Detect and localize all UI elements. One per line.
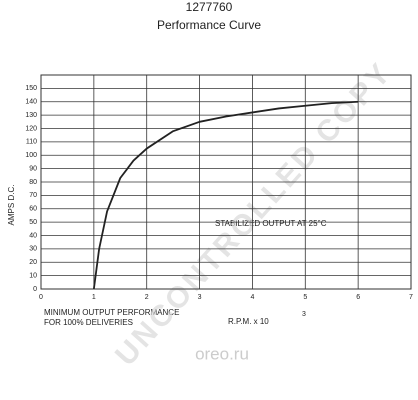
y-tick-label: 100: [25, 152, 37, 159]
y-tick-label: 140: [25, 99, 37, 106]
y-tick-label: 50: [29, 219, 37, 226]
x-tick-label: 6: [356, 294, 360, 301]
annotation: MINIMUM OUTPUT PERFORMANCE: [44, 308, 179, 317]
x-axis-label-exponent: 3: [302, 311, 306, 318]
annotation: STABILIZED OUTPUT AT 25°C: [215, 219, 327, 228]
y-tick-label: 110: [26, 139, 37, 146]
chart-title: 1277760: [186, 0, 233, 14]
y-tick-label: 150: [25, 85, 37, 92]
y-tick-label: 130: [25, 112, 37, 119]
y-tick-label: 80: [29, 179, 37, 186]
annotation: FOR 100% DELIVERIES: [44, 318, 133, 327]
x-tick-label: 7: [409, 294, 413, 301]
y-tick-label: 60: [29, 206, 37, 213]
logo: oreo.ru: [195, 344, 249, 363]
y-tick-label: 90: [29, 165, 37, 172]
y-tick-label: 40: [29, 232, 37, 239]
y-tick-label: 10: [29, 272, 37, 279]
x-tick-label: 1: [92, 294, 96, 301]
y-axis-label: AMPS D.C.: [7, 185, 16, 226]
y-tick-label: 70: [29, 192, 37, 199]
x-tick-label: 5: [303, 294, 307, 301]
x-tick-label: 3: [198, 294, 202, 301]
x-axis-label: R.P.M. x 10: [228, 317, 269, 326]
y-tick-label: 0: [33, 286, 37, 293]
x-tick-label: 4: [250, 294, 254, 301]
y-tick-label: 120: [25, 125, 37, 132]
y-tick-label: 20: [29, 259, 37, 266]
chart-subtitle: Performance Curve: [157, 18, 261, 32]
x-tick-label: 0: [39, 294, 43, 301]
y-tick-label: 30: [29, 246, 37, 253]
curve: [92, 100, 359, 290]
x-tick-label: 2: [145, 294, 149, 301]
